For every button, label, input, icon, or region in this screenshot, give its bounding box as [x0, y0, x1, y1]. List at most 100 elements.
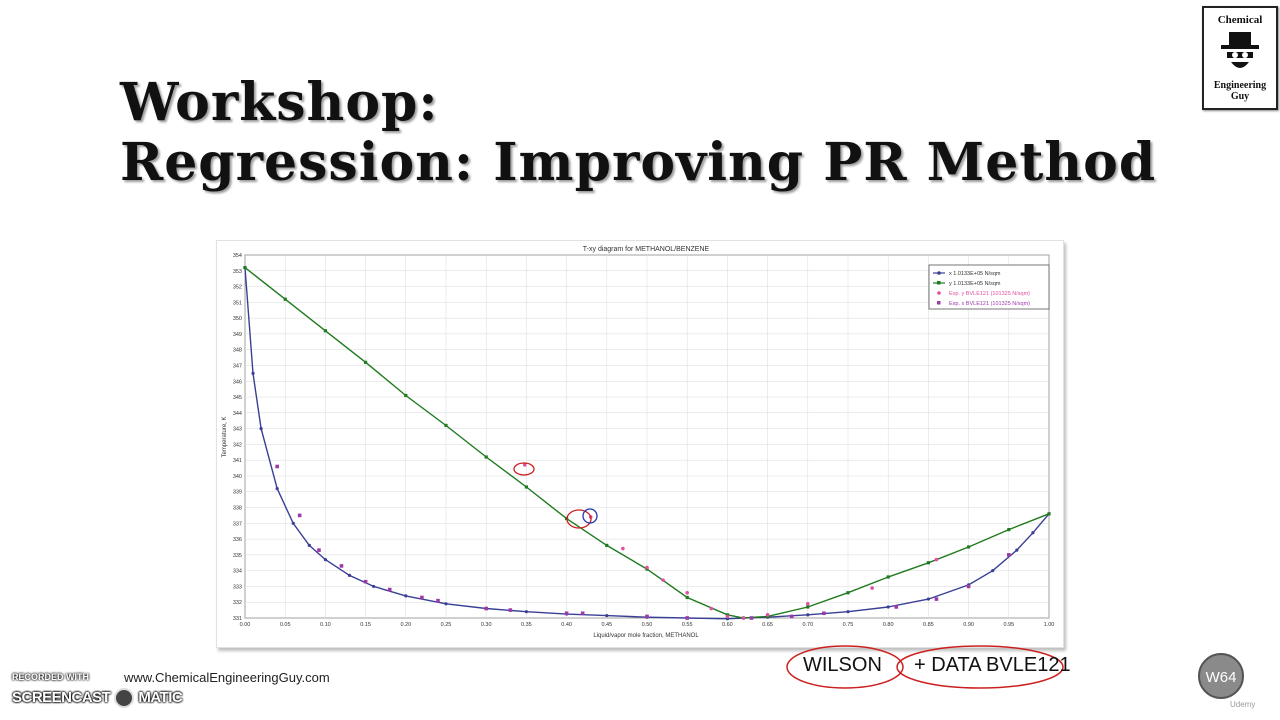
exp-point-2 — [522, 463, 527, 467]
exp-point-3 — [934, 597, 939, 601]
series-point-1 — [926, 561, 930, 565]
x-tick-label: 0.25 — [441, 622, 452, 628]
annotation-wilson: WILSON — [803, 654, 882, 676]
y-tick-label: 348 — [233, 348, 242, 354]
txy-chart: 0.00 0.05 0.10 0.15 0.20 0.25 0.30 0.35 0.40 0.45… — [222, 246, 1055, 639]
red-circle-mark-2 — [566, 509, 592, 529]
y-tick-label: 336 — [233, 537, 242, 543]
y-tick-label: 347 — [233, 363, 242, 369]
series-point-1 — [886, 575, 890, 579]
annotation-data: + DATA BVLE121 — [914, 654, 1071, 676]
series-point-1 — [484, 455, 488, 459]
series-point-1 — [243, 266, 247, 270]
exp-point-3 — [317, 548, 321, 552]
series-point-0 — [1031, 531, 1035, 535]
red-circle-mark-1 — [513, 462, 535, 476]
series-point-1 — [524, 485, 528, 489]
x-tick-label: 0.45 — [601, 622, 612, 628]
txy-chart-panel: 0.00 0.05 0.10 0.15 0.20 0.25 0.30 0.35 0.40 0.45… — [216, 240, 1064, 648]
exp-point-2 — [709, 606, 714, 611]
record-icon — [114, 688, 135, 708]
series-point-0 — [275, 486, 279, 491]
series-point-0 — [259, 427, 263, 431]
x-tick-label: 0.10 — [320, 622, 331, 628]
exp-point-3 — [894, 605, 899, 609]
x-tick-label: 0.70 — [802, 622, 813, 628]
y-tick-label: 339 — [233, 490, 242, 496]
y-tick-label: 345 — [233, 395, 242, 401]
series-point-0 — [991, 569, 995, 573]
exp-point-2 — [870, 586, 874, 590]
x-tick-label: 0.00 — [240, 622, 251, 628]
chart-series — [243, 266, 1051, 621]
exp-point-3 — [420, 595, 424, 600]
legend-item-x: x 1.0133E+05 N/sqm — [949, 271, 1001, 277]
chart-grid — [244, 254, 1050, 619]
series-point-1 — [846, 591, 850, 595]
chart-y-axis-label: Temperature, K — [222, 416, 228, 457]
chart-ticks: 0.00 0.05 0.10 0.15 0.20 0.25 0.30 0.35 0.40 0.45… — [233, 253, 1055, 628]
y-tick-label: 352 — [233, 285, 242, 291]
hat-logo-icon — [1221, 32, 1259, 68]
recorded-with-label: RECORDED WITH — [12, 672, 89, 682]
series-point-0 — [846, 610, 850, 614]
slide-title-line1: Workshop: — [120, 72, 439, 133]
y-tick-label: 332 — [233, 600, 242, 606]
series-point-1 — [364, 360, 368, 364]
series-point-0 — [886, 605, 890, 609]
exp-point-3 — [645, 614, 649, 619]
exp-point-2 — [765, 613, 770, 617]
exp-point-3 — [508, 608, 513, 612]
series-point-0 — [372, 584, 376, 589]
channel-logo: Chemical Engineering Guy — [1202, 6, 1278, 110]
screencast-watermark: SCREENCAST MATIC — [12, 688, 183, 708]
series-point-0 — [1015, 548, 1019, 552]
exp-point-3 — [339, 564, 344, 568]
chart-title: T-xy diagram for METHANOL/BENZENE — [583, 246, 710, 253]
series-point-1 — [444, 423, 448, 428]
series-point-0 — [307, 543, 311, 547]
exp-point-3 — [275, 464, 279, 469]
series-point-0 — [404, 594, 408, 598]
x-tick-label: 0.40 — [561, 622, 572, 628]
x-tick-label: 0.50 — [642, 622, 653, 628]
y-tick-label: 350 — [233, 316, 242, 322]
y-tick-label: 333 — [233, 584, 242, 590]
exp-point-3 — [685, 616, 689, 620]
screencast-text-b: MATIC — [138, 688, 183, 706]
x-tick-label: 0.15 — [360, 622, 371, 628]
series-point-0 — [444, 602, 448, 606]
exp-point-3 — [1007, 553, 1011, 557]
x-tick-label: 0.35 — [521, 622, 532, 628]
x-tick-label: 0.85 — [923, 622, 934, 628]
exp-point-2 — [645, 565, 649, 570]
exp-point-3 — [436, 598, 440, 603]
y-tick-label: 334 — [233, 569, 242, 575]
y-tick-label: 338 — [233, 506, 242, 512]
hand-drawn-circles — [513, 462, 598, 529]
exp-point-2 — [741, 616, 746, 620]
series-point-0 — [251, 371, 255, 375]
udemy-watermark: Udemy — [1230, 700, 1256, 709]
y-tick-label: 349 — [233, 332, 242, 338]
exp-point-2 — [661, 578, 665, 582]
x-tick-label: 0.60 — [722, 622, 733, 628]
lecture-badge: W64 — [1198, 653, 1244, 699]
exp-point-2 — [934, 557, 939, 562]
x-tick-label: 0.90 — [963, 622, 974, 628]
x-tick-label: 1.00 — [1044, 622, 1055, 628]
chart-legend: x 1.0133E+05 N/sqm y 1.0133E+05 N/sqm Ex… — [928, 264, 1050, 310]
legend-item-exp-y: Exp. y BVLE121 (101325 N/sqm) — [949, 291, 1030, 297]
logo-text-bottom: Engineering Guy — [1213, 80, 1267, 102]
y-tick-label: 340 — [233, 474, 242, 480]
y-tick-label: 341 — [233, 458, 242, 464]
y-tick-label: 335 — [233, 553, 242, 559]
handwritten-ovals — [786, 645, 1064, 689]
y-tick-label: 342 — [233, 442, 242, 448]
exp-point-3 — [297, 513, 302, 518]
blue-circle-mark — [582, 508, 598, 524]
x-tick-label: 0.20 — [400, 622, 411, 628]
exp-point-2 — [806, 601, 810, 606]
legend-item-y: y 1.0133E+05 N/sqm — [949, 281, 1001, 287]
exp-point-3 — [363, 579, 368, 584]
